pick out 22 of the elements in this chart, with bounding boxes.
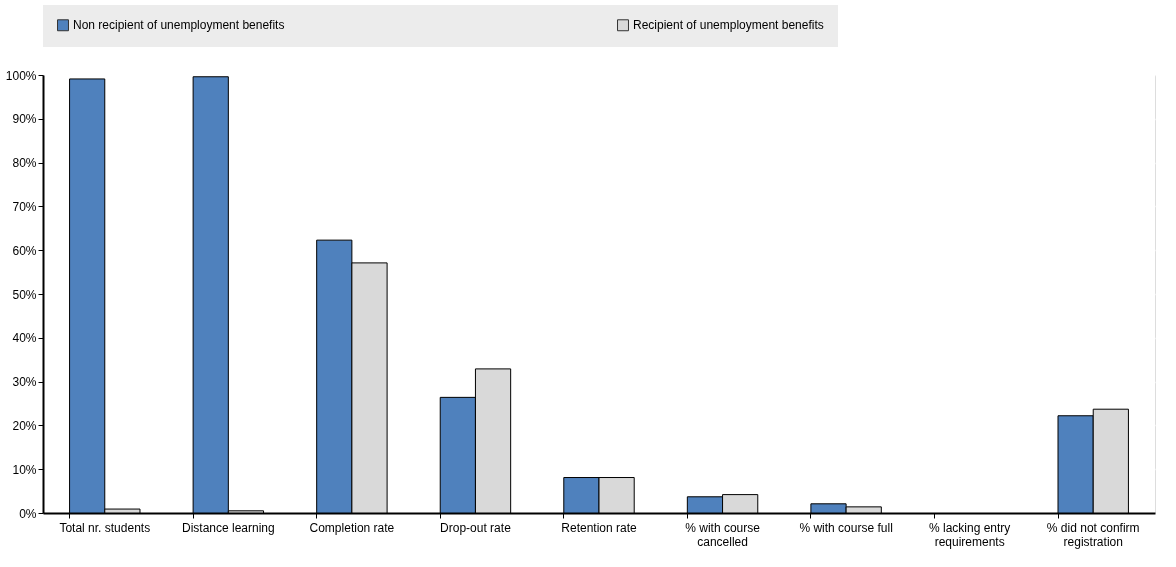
legend-label: Non recipient of unemployment benefits bbox=[73, 18, 285, 33]
y-tick-label: 50% bbox=[12, 287, 37, 302]
y-tick-label: 30% bbox=[12, 375, 37, 390]
x-tick-label: Completion rate bbox=[309, 520, 395, 535]
y-tick-label: 10% bbox=[12, 462, 37, 477]
y-tick-label: 60% bbox=[12, 243, 37, 258]
y-tick-label: 0% bbox=[19, 506, 37, 521]
y-tick-label: 70% bbox=[12, 199, 37, 214]
x-tick-label: % lacking entry requirements bbox=[928, 520, 1011, 549]
x-tick-label: % did not confirm registration bbox=[1046, 520, 1140, 549]
x-tick-label: % with course full bbox=[799, 520, 893, 535]
x-tick-label: Retention rate bbox=[561, 520, 638, 535]
x-tick-label: Total nr. students bbox=[59, 520, 151, 535]
y-tick-label: 90% bbox=[12, 112, 37, 127]
x-tick-label: Drop-out rate bbox=[440, 520, 512, 535]
legend-label: Recipient of unemployment benefits bbox=[633, 18, 824, 33]
y-tick-label: 80% bbox=[12, 156, 37, 171]
y-tick-label: 20% bbox=[12, 418, 37, 433]
x-tick-label: Distance learning bbox=[181, 520, 275, 535]
x-tick-label: % with course cancelled bbox=[685, 520, 761, 549]
y-tick-label: 40% bbox=[12, 331, 37, 346]
y-tick-label: 100% bbox=[5, 68, 37, 83]
